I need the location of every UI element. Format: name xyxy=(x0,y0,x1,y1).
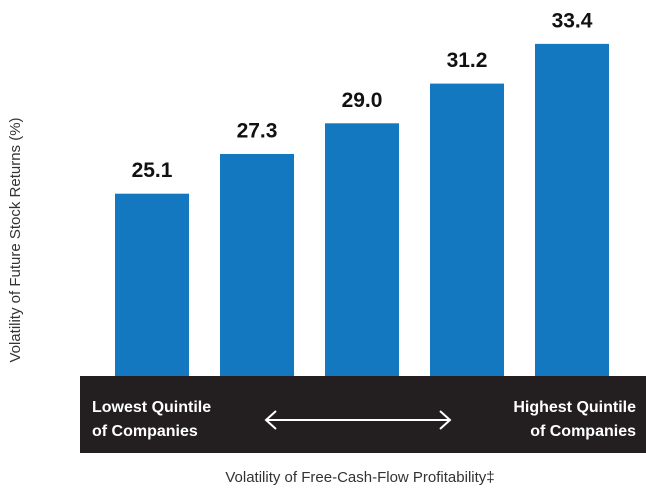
double-arrow xyxy=(264,410,452,430)
left-annotation: Lowest Quintile xyxy=(92,399,211,416)
bar xyxy=(535,43,609,376)
right-annotation: of Companies xyxy=(530,423,636,440)
bar xyxy=(430,83,504,376)
y-axis-label: Volatility of Future Stock Returns (%) xyxy=(7,117,24,362)
right-annotation: Highest Quintile xyxy=(513,399,636,416)
quintile-band xyxy=(80,376,646,453)
value-label: 25.1 xyxy=(132,159,173,182)
value-label: 29.0 xyxy=(342,89,383,112)
bar xyxy=(325,123,399,376)
bar xyxy=(220,153,294,376)
x-axis-label: Volatility of Free-Cash-Flow Profitabili… xyxy=(225,469,494,486)
left-annotation: of Companies xyxy=(92,423,198,440)
value-label: 27.3 xyxy=(237,120,278,143)
value-label: 33.4 xyxy=(552,9,593,32)
value-label: 31.2 xyxy=(447,49,488,72)
bar xyxy=(115,193,189,376)
